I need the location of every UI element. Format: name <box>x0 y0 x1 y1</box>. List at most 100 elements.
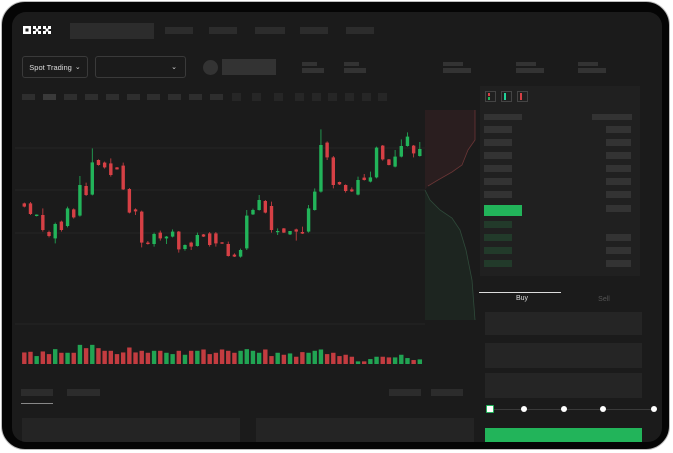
candle-body <box>399 146 403 157</box>
slider-stop[interactable] <box>651 406 657 412</box>
depth-bids-area <box>425 190 475 320</box>
depth-asks-line <box>427 110 476 187</box>
volume-bar <box>102 350 107 364</box>
order-book-view-bids-icon[interactable] <box>501 91 512 102</box>
volume-bar <box>300 352 305 364</box>
timeframe-button[interactable] <box>189 94 202 100</box>
spot-trading-select[interactable]: Spot Trading ⌄ <box>22 56 88 78</box>
volume-bar <box>232 352 237 364</box>
chart-tool-icon[interactable] <box>295 93 304 101</box>
candle-body <box>251 210 255 215</box>
chart-tool-icon[interactable] <box>312 93 321 101</box>
volume-bar <box>213 352 219 364</box>
chart-tool-icon[interactable] <box>345 93 354 101</box>
timeframe-button[interactable] <box>210 94 223 100</box>
candle-body <box>201 234 206 237</box>
volume-bar <box>337 356 342 364</box>
volume-bar <box>207 354 212 364</box>
timeframe-button[interactable] <box>147 94 160 100</box>
tab-open-orders[interactable] <box>21 389 53 396</box>
depth-asks-area <box>425 110 475 190</box>
bid-price <box>484 234 512 241</box>
spot-trading-label: Spot Trading <box>29 62 72 72</box>
amount-input[interactable] <box>485 343 642 368</box>
slider-stop[interactable] <box>561 406 567 412</box>
candle-body <box>115 167 119 170</box>
pair-name <box>222 59 276 75</box>
slider-stop[interactable] <box>600 406 606 412</box>
nav-item[interactable] <box>255 27 285 34</box>
nav-item[interactable] <box>346 27 374 34</box>
candle-body <box>387 159 391 165</box>
volume-bar <box>28 351 33 364</box>
timeframe-button[interactable] <box>22 94 35 100</box>
volume-bar <box>374 356 379 364</box>
ask-amount <box>606 178 631 185</box>
volume-bar <box>306 352 311 364</box>
slider-handle[interactable] <box>486 405 494 413</box>
bid-amount <box>606 234 631 241</box>
nav-item[interactable] <box>300 27 328 34</box>
buy-button[interactable] <box>485 428 642 442</box>
candle-body <box>232 254 237 257</box>
order-book-view-asks-icon[interactable] <box>517 91 528 102</box>
candle-body <box>343 185 348 191</box>
timeframe-button[interactable] <box>85 94 98 100</box>
filter-button[interactable] <box>431 389 463 396</box>
volume-bar <box>108 350 114 364</box>
volume-bar <box>380 356 385 364</box>
timeframe-button[interactable] <box>127 94 140 100</box>
timeframe-button[interactable] <box>43 94 56 100</box>
search-bar[interactable] <box>70 23 154 39</box>
candle-body <box>102 162 107 168</box>
chart-tool-icon[interactable] <box>232 93 241 101</box>
filter-button[interactable] <box>389 389 421 396</box>
chart-tool-icon[interactable] <box>362 93 371 101</box>
bid-amount <box>606 247 631 254</box>
price-input[interactable] <box>485 312 642 335</box>
volume-bar <box>158 350 163 364</box>
timeframe-button[interactable] <box>168 94 181 100</box>
order-book-view-both-icon[interactable] <box>485 91 496 102</box>
volume-bar <box>355 361 361 364</box>
total-input[interactable] <box>485 373 642 398</box>
tab-active-underline <box>21 403 53 404</box>
pair-select[interactable]: ⌄ <box>95 56 186 78</box>
timeframe-button[interactable] <box>64 94 77 100</box>
assets-panel <box>256 418 474 442</box>
ask-amount <box>606 165 631 172</box>
tab-buy[interactable]: Buy <box>515 295 529 302</box>
volume-bar <box>201 349 206 364</box>
nav-item[interactable] <box>165 27 193 34</box>
ask-amount <box>606 126 631 133</box>
chart-tool-icon[interactable] <box>378 93 387 101</box>
candle-body <box>208 233 212 245</box>
volume-bar <box>34 356 39 364</box>
volume-bar <box>176 350 181 364</box>
slider-stop[interactable] <box>521 406 527 412</box>
tab-sell[interactable]: Sell <box>598 296 610 303</box>
volume-bar <box>59 352 64 364</box>
market-stat-label <box>578 62 598 66</box>
chart-tool-icon[interactable] <box>328 93 337 101</box>
amount-slider-track[interactable] <box>490 409 655 410</box>
tab-order-history[interactable] <box>67 389 100 396</box>
market-stat-value <box>302 68 324 73</box>
candle-body <box>189 242 193 247</box>
volume-bar <box>127 347 132 364</box>
volume-bar <box>368 359 373 364</box>
volume-bar <box>399 354 404 364</box>
okx-logo <box>23 25 53 35</box>
chart-tool-icon[interactable] <box>252 93 261 101</box>
nav-item[interactable] <box>209 27 237 34</box>
volume-bar <box>40 351 46 364</box>
chart-tool-icon[interactable] <box>274 93 283 101</box>
candle-body <box>294 229 298 232</box>
candle-body <box>282 228 286 233</box>
volume-bar <box>275 352 280 364</box>
mid-price <box>484 205 522 216</box>
candle-body <box>41 215 45 230</box>
timeframe-button[interactable] <box>106 94 119 100</box>
candle-body <box>381 145 385 160</box>
